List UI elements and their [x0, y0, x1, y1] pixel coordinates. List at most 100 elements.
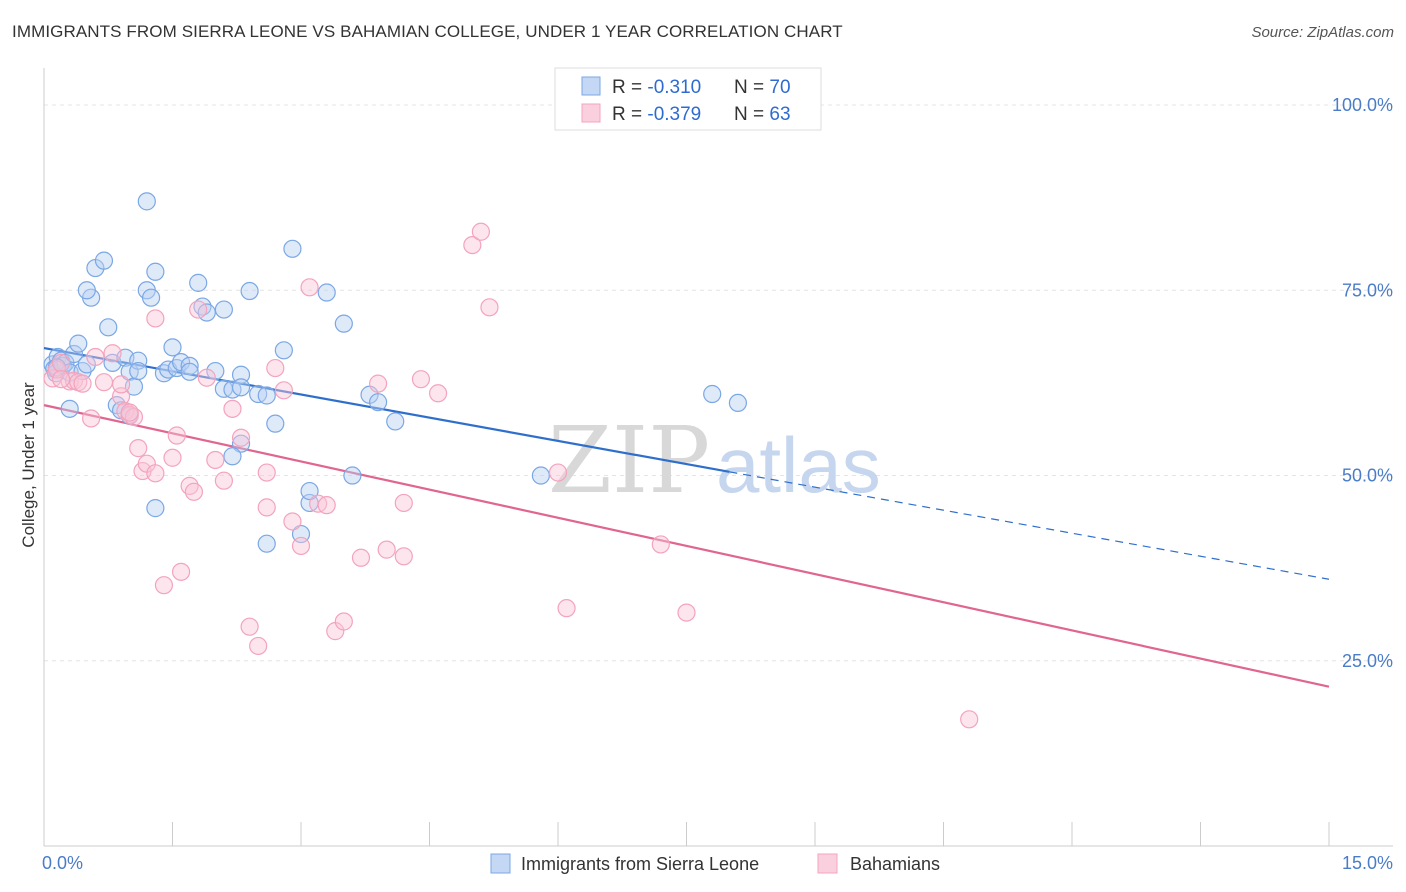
- trend-lines: [43, 346, 1330, 688]
- legend-n-value-blue: 70: [769, 77, 790, 98]
- bahamians-point-37: [300, 278, 319, 297]
- sierra-leone-point-57: [137, 192, 156, 211]
- bahamians-point-26: [206, 450, 225, 470]
- sierra-leone-point-56: [146, 499, 165, 518]
- bahamians-point-29: [231, 428, 251, 447]
- svg-text:N = 70: N = 70: [734, 77, 791, 98]
- sierra-leone-point-62: [60, 399, 79, 418]
- bahamians-point-17: [146, 464, 165, 483]
- bahamians-point-9: [103, 344, 122, 363]
- trend-line-sierra-leone-extension: [729, 471, 1330, 580]
- sierra-leone-point-25: [141, 288, 161, 307]
- legend-r-value-blue: -0.310: [647, 77, 701, 98]
- sierra-leone-point-39: [231, 365, 251, 384]
- bahamians-point-14: [129, 439, 148, 458]
- bahamians-point-40: [334, 612, 353, 631]
- bahamians-point-58: [257, 498, 276, 517]
- bahamians-point-46: [428, 384, 448, 403]
- sierra-leone-point-29: [163, 338, 182, 357]
- sierra-leone-point-15: [94, 251, 114, 270]
- bahamians-point-50: [548, 463, 568, 482]
- sierra-leone-point-55: [223, 447, 242, 466]
- sierra-leone-point-43: [180, 362, 199, 381]
- sierra-leone-point-32: [180, 356, 199, 375]
- sierra-leone-point-68: [283, 239, 302, 258]
- sierra-leone-point-66: [728, 393, 748, 413]
- bahamians-point-7: [82, 409, 101, 428]
- sierra-leone-point-65: [703, 384, 722, 404]
- bahamians-point-51: [557, 599, 576, 618]
- bahamians-point-62: [120, 403, 139, 422]
- sierra-leone-point-59: [214, 300, 233, 319]
- legend-n-label-blue: N =: [734, 77, 769, 98]
- bahamians-point-32: [257, 463, 276, 482]
- bahamians-point-36: [291, 536, 311, 556]
- sierra-leone-point-45: [257, 534, 276, 553]
- sierra-leone-point-26: [146, 262, 165, 281]
- bahamians-point-55: [146, 309, 165, 328]
- sierra-leone-point-60: [240, 281, 259, 301]
- bahamians-point-21: [171, 562, 191, 581]
- sierra-leone-point-42: [266, 414, 285, 433]
- legend-n-label-pink: N =: [734, 104, 769, 125]
- legend-row-blue: R = -0.310: [612, 77, 701, 98]
- bahamians-point-42: [369, 374, 388, 393]
- bottom-legend: Immigrants from Sierra Leone Bahamians: [490, 853, 940, 874]
- bahamians-point-6: [73, 374, 92, 393]
- trend-line-bahamians: [43, 404, 1330, 688]
- sierra-leone-point-44: [274, 341, 293, 360]
- x-tick-label-min: 0.0%: [42, 853, 83, 873]
- sierra-leone-point-16: [99, 318, 118, 337]
- legend-box: R = -0.310 N = 70 R = -0.379 N = 63: [554, 67, 822, 131]
- points-bahamians: [43, 222, 979, 729]
- bahamians-point-44: [394, 493, 413, 513]
- sierra-leone-point-58: [300, 481, 319, 501]
- bahamians-point-18: [154, 576, 174, 595]
- legend-r-value-pink: -0.379: [647, 104, 701, 125]
- sierra-leone-point-52: [369, 393, 388, 412]
- bottom-legend-swatch-blue: [490, 853, 511, 874]
- watermark-zip: ZIP: [548, 407, 710, 514]
- bahamians-point-34: [274, 381, 293, 400]
- sierra-leone-point-50: [343, 466, 362, 485]
- sierra-leone-point-49: [334, 314, 353, 333]
- y-axis-label: College, Under 1 year: [19, 382, 38, 548]
- bahamians-point-31: [249, 636, 268, 656]
- x-ticks: [43, 822, 1330, 846]
- bahamians-point-60: [52, 370, 71, 389]
- chart-title: IMMIGRANTS FROM SIERRA LEONE VS BAHAMIAN…: [12, 22, 843, 41]
- bahamians-point-23: [184, 482, 204, 501]
- bahamians-point-33: [266, 358, 285, 378]
- watermark-atlas: atlas: [716, 421, 881, 509]
- bahamians-point-20: [167, 426, 186, 445]
- sierra-leone-point-54: [231, 434, 251, 453]
- y-tick-label-25: 25.0%: [1342, 651, 1393, 671]
- bahamians-point-47: [463, 235, 482, 255]
- bahamians-point-25: [197, 368, 216, 387]
- bahamians-point-53: [677, 603, 696, 622]
- sierra-leone-point-23: [129, 351, 148, 370]
- sierra-leone-point-14: [77, 281, 96, 300]
- sierra-leone-point-33: [189, 273, 208, 292]
- sierra-leone-point-67: [129, 361, 148, 381]
- legend-swatch-pink: [581, 103, 601, 123]
- legend-swatch-blue: [581, 76, 601, 96]
- bahamians-point-61: [317, 496, 336, 515]
- bottom-legend-label-blue: Immigrants from Sierra Leone: [521, 854, 759, 874]
- bahamians-point-24: [189, 300, 208, 319]
- bahamians-point-2: [52, 353, 71, 372]
- bahamians-point-27: [214, 471, 233, 490]
- points-sierra-leone: [43, 192, 748, 553]
- bottom-legend-swatch-pink: [817, 853, 838, 874]
- bahamians-point-19: [163, 448, 182, 467]
- sierra-leone-point-69: [231, 378, 251, 397]
- legend-n-value-pink: 63: [769, 104, 790, 125]
- axes: [43, 68, 1393, 847]
- bahamians-point-57: [111, 375, 131, 394]
- y-tick-labels: 25.0% 50.0% 75.0% 100.0%: [1332, 95, 1393, 671]
- sierra-leone-point-53: [386, 412, 405, 431]
- bahamians-point-30: [240, 617, 259, 636]
- x-tick-label-max: 15.0%: [1342, 853, 1393, 873]
- svg-text:N = 63: N = 63: [734, 104, 791, 125]
